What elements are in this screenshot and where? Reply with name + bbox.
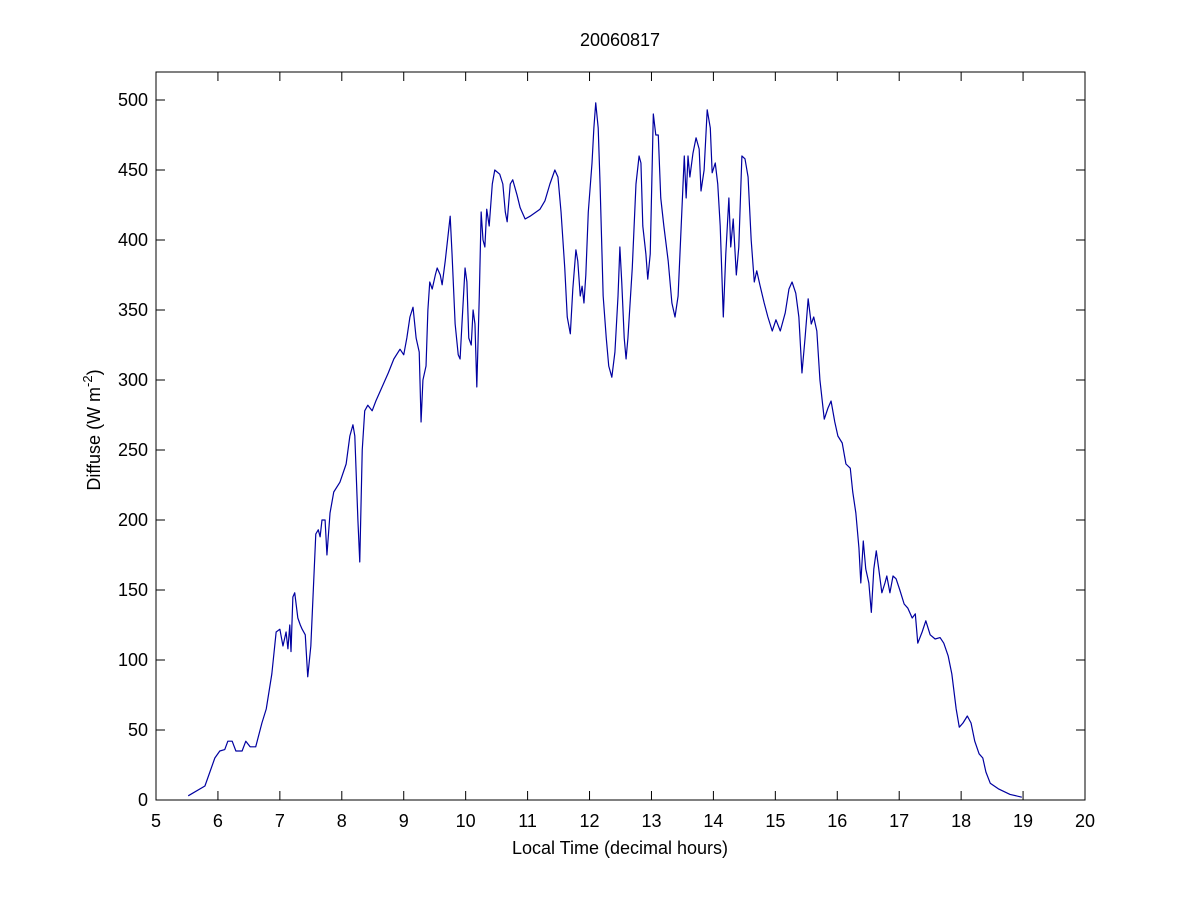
y-tick-label: 50	[128, 720, 148, 740]
x-tick-label: 14	[703, 811, 723, 831]
y-axis-label-suffix: )	[84, 369, 104, 375]
y-axis-label: Diffuse (W m-2)	[80, 369, 104, 490]
y-tick-label: 450	[118, 160, 148, 180]
y-axis-label-superscript: -2	[80, 375, 95, 387]
x-tick-label: 11	[518, 811, 537, 831]
x-axis-label: Local Time (decimal hours)	[512, 838, 728, 858]
y-tick-label: 0	[138, 790, 148, 810]
data-line	[187, 102, 1022, 798]
y-tick-label: 150	[118, 580, 148, 600]
y-tick-label: 500	[118, 90, 148, 110]
y-tick-label: 200	[118, 510, 148, 530]
x-tick-label: 7	[275, 811, 285, 831]
x-tick-label: 20	[1075, 811, 1095, 831]
y-tick-label: 400	[118, 230, 148, 250]
x-tick-label: 5	[151, 811, 161, 831]
x-tick-label: 9	[399, 811, 409, 831]
x-tick-label: 6	[213, 811, 223, 831]
x-tick-label: 10	[456, 811, 476, 831]
x-tick-label: 13	[641, 811, 661, 831]
chart-title: 20060817	[580, 30, 660, 50]
x-tick-label: 17	[889, 811, 909, 831]
x-tick-label: 8	[337, 811, 347, 831]
plot-area	[155, 71, 1086, 801]
y-tick-label: 300	[118, 370, 148, 390]
y-tick-label: 250	[118, 440, 148, 460]
y-axis-label-text: Diffuse (W m	[84, 387, 104, 491]
x-tick-label: 12	[580, 811, 600, 831]
y-tick-label: 100	[118, 650, 148, 670]
x-tick-label: 15	[765, 811, 785, 831]
y-tick-label: 350	[118, 300, 148, 320]
x-tick-label: 18	[951, 811, 971, 831]
x-tick-label: 19	[1013, 811, 1033, 831]
x-tick-label: 16	[827, 811, 847, 831]
